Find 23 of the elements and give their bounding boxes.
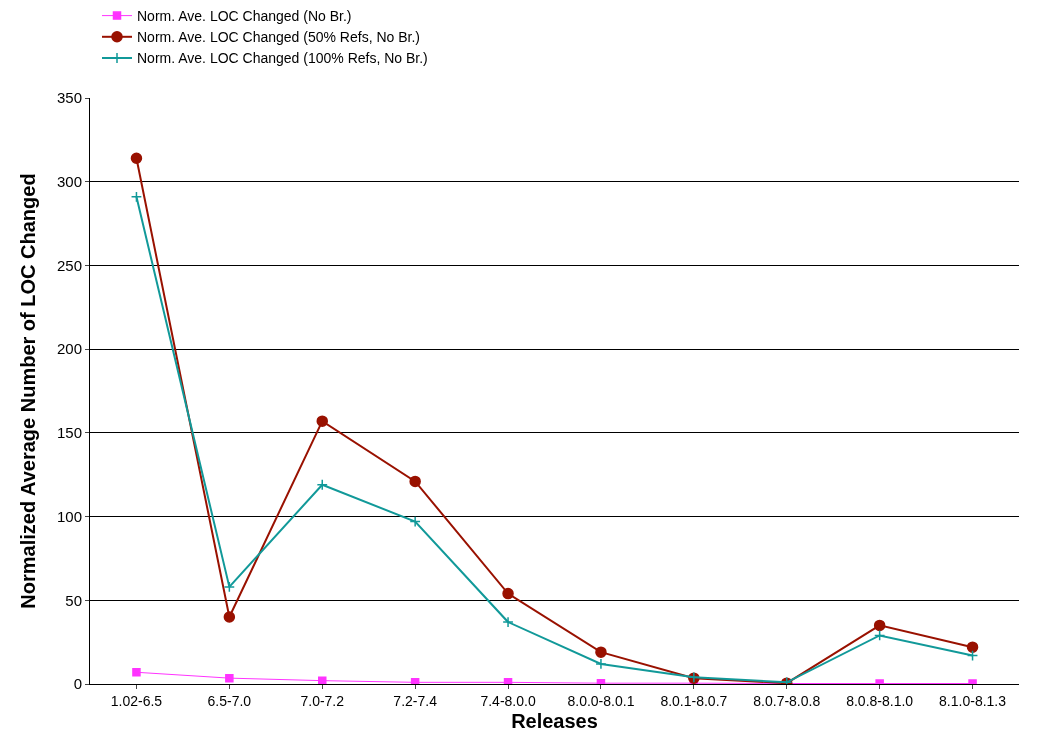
x-tick-label: 7.0-7.2 (300, 692, 345, 709)
y-tick-label: 200 (56, 340, 82, 358)
x-tick-label: 8.0.0-8.0.1 (567, 692, 635, 709)
x-tick-label: 7.4-8.0.0 (480, 692, 536, 709)
x-tick-label: 8.1.0-8.1.3 (939, 692, 1007, 709)
x-tick-label: 8.0.7-8.0.8 (753, 692, 821, 709)
legend-label: Norm. Ave. LOC Changed (50% Refs, No Br.) (137, 29, 420, 46)
x-axis-title: Releases (511, 710, 598, 733)
x-tick-label: 8.0.8-8.1.0 (846, 692, 914, 709)
y-tick-label: 300 (56, 172, 82, 190)
y-tick-label: 250 (56, 256, 82, 274)
legend-label: Norm. Ave. LOC Changed (No Br.) (137, 8, 352, 25)
x-tick-label: 1.02-6.5 (110, 692, 163, 709)
y-tick-label: 100 (56, 507, 82, 525)
y-tick-label: 150 (56, 424, 82, 442)
y-axis-title: Normalized Average Number of LOC Changed (17, 173, 40, 609)
x-tick-label: 7.2-7.4 (393, 692, 438, 709)
y-tick-label: 350 (56, 89, 82, 107)
y-tick-label: 50 (65, 591, 82, 609)
y-tick-label: 0 (73, 675, 82, 693)
legend-label: Norm. Ave. LOC Changed (100% Refs, No Br.) (137, 50, 428, 67)
x-tick-label: 8.0.1-8.0.7 (660, 692, 728, 709)
x-tick-label: 6.5-7.0 (207, 692, 252, 709)
